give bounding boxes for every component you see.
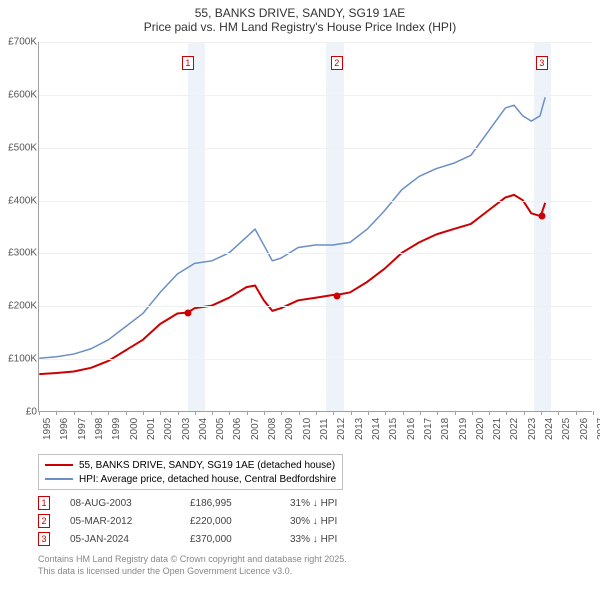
x-tick-label: 1999 — [111, 418, 122, 440]
x-tick-label: 2024 — [544, 418, 555, 440]
x-tick-label: 1995 — [42, 418, 53, 440]
y-tick-label: £600K — [3, 89, 37, 100]
y-tick-label: £500K — [3, 142, 37, 153]
sale-date: 05-JAN-2024 — [70, 534, 170, 545]
price-marker-dot — [184, 310, 191, 317]
sale-marker-box: 1 — [38, 496, 50, 510]
x-tick-label: 2020 — [475, 418, 486, 440]
legend-item: HPI: Average price, detached house, Cent… — [45, 472, 336, 486]
sale-price: £186,995 — [190, 498, 270, 509]
sales-row: 3 05-JAN-2024 £370,000 33% ↓ HPI — [38, 530, 380, 548]
x-tick-label: 2027 — [596, 418, 600, 440]
x-tick-label: 2001 — [146, 418, 157, 440]
title-block: 55, BANKS DRIVE, SANDY, SG19 1AE Price p… — [0, 0, 600, 34]
price-marker-dot — [538, 213, 545, 220]
attribution: Contains HM Land Registry data © Crown c… — [38, 554, 347, 577]
x-tick-label: 2023 — [527, 418, 538, 440]
chart-container: 55, BANKS DRIVE, SANDY, SG19 1AE Price p… — [0, 0, 600, 590]
x-tick-label: 2012 — [336, 418, 347, 440]
x-tick-label: 2010 — [302, 418, 313, 440]
sale-price: £220,000 — [190, 516, 270, 527]
legend-box: 55, BANKS DRIVE, SANDY, SG19 1AE (detach… — [38, 454, 343, 490]
x-tick-label: 1998 — [94, 418, 105, 440]
sale-diff: 30% ↓ HPI — [290, 516, 380, 527]
x-tick-label: 2007 — [250, 418, 261, 440]
price-marker-box: 3 — [536, 56, 548, 70]
sale-diff: 31% ↓ HPI — [290, 498, 380, 509]
chart-plot-area: £0£100K£200K£300K£400K£500K£600K£700K199… — [38, 42, 592, 412]
title-subtitle: Price paid vs. HM Land Registry's House … — [0, 20, 600, 34]
y-tick-label: £400K — [3, 195, 37, 206]
x-tick-label: 2016 — [406, 418, 417, 440]
x-tick-label: 2008 — [267, 418, 278, 440]
y-tick-label: £700K — [3, 37, 37, 48]
chart-lines-svg — [39, 42, 592, 411]
x-tick-label: 2013 — [354, 418, 365, 440]
x-tick-label: 2019 — [458, 418, 469, 440]
x-tick-label: 2009 — [284, 418, 295, 440]
sale-price: £370,000 — [190, 534, 270, 545]
x-tick-label: 2006 — [232, 418, 243, 440]
legend-item: 55, BANKS DRIVE, SANDY, SG19 1AE (detach… — [45, 458, 336, 472]
attribution-line: This data is licensed under the Open Gov… — [38, 566, 347, 578]
x-tick-label: 2002 — [163, 418, 174, 440]
x-tick-label: 2015 — [388, 418, 399, 440]
y-tick-label: £200K — [3, 301, 37, 312]
sale-date: 08-AUG-2003 — [70, 498, 170, 509]
x-tick-label: 2004 — [198, 418, 209, 440]
price-marker-box: 2 — [331, 56, 343, 70]
legend-swatch — [45, 478, 73, 480]
x-tick-label: 2018 — [440, 418, 451, 440]
x-tick-label: 2022 — [509, 418, 520, 440]
price-marker-dot — [333, 292, 340, 299]
x-tick-label: 2000 — [129, 418, 140, 440]
y-tick-label: £300K — [3, 248, 37, 259]
sale-marker-box: 3 — [38, 532, 50, 546]
legend-label: HPI: Average price, detached house, Cent… — [79, 474, 336, 485]
x-tick-label: 2011 — [319, 418, 330, 440]
x-tick-label: 2005 — [215, 418, 226, 440]
x-tick-label: 2026 — [579, 418, 590, 440]
sale-marker-box: 2 — [38, 514, 50, 528]
legend-swatch — [45, 464, 73, 466]
sales-row: 1 08-AUG-2003 £186,995 31% ↓ HPI — [38, 494, 380, 512]
sales-table: 1 08-AUG-2003 £186,995 31% ↓ HPI 2 05-MA… — [38, 494, 380, 548]
legend-label: 55, BANKS DRIVE, SANDY, SG19 1AE (detach… — [79, 460, 335, 471]
sale-date: 05-MAR-2012 — [70, 516, 170, 527]
x-tick-label: 2003 — [181, 418, 192, 440]
x-tick-label: 2025 — [561, 418, 572, 440]
x-tick-label: 2017 — [423, 418, 434, 440]
sales-row: 2 05-MAR-2012 £220,000 30% ↓ HPI — [38, 512, 380, 530]
y-tick-label: £0 — [3, 407, 37, 418]
x-tick-label: 2021 — [492, 418, 503, 440]
sale-diff: 33% ↓ HPI — [290, 534, 380, 545]
title-address: 55, BANKS DRIVE, SANDY, SG19 1AE — [0, 6, 600, 20]
attribution-line: Contains HM Land Registry data © Crown c… — [38, 554, 347, 566]
y-tick-label: £100K — [3, 354, 37, 365]
x-tick-label: 1996 — [59, 418, 70, 440]
price-marker-box: 1 — [182, 56, 194, 70]
x-tick-label: 2014 — [371, 418, 382, 440]
x-tick-label: 1997 — [77, 418, 88, 440]
